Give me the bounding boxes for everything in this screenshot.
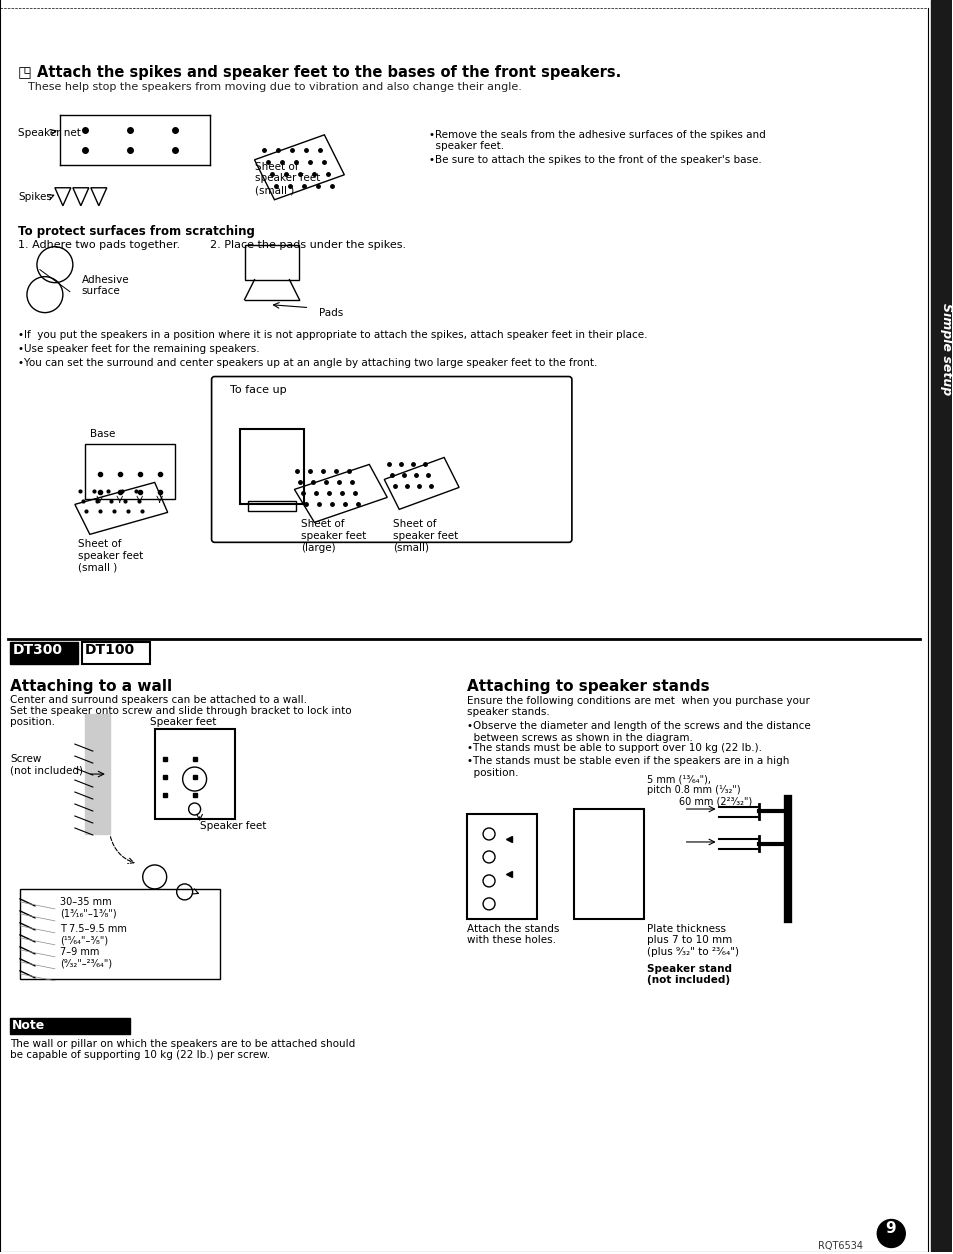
Bar — [930, 0, 951, 1253]
Text: To protect surfaces from scratching: To protect surfaces from scratching — [18, 224, 254, 238]
Text: Simple setup: Simple setup — [939, 303, 952, 396]
Text: Speaker stand
(not included): Speaker stand (not included) — [646, 964, 731, 986]
Text: DT100: DT100 — [85, 643, 134, 657]
Text: Sheet of
speaker feet
(small ): Sheet of speaker feet (small ) — [254, 162, 319, 196]
Text: DT300: DT300 — [13, 643, 63, 657]
Text: 30–35 mm
(1³⁄₁₆"–1³⁄₈"): 30–35 mm (1³⁄₁₆"–1³⁄₈") — [60, 897, 116, 918]
Text: RQT6534: RQT6534 — [818, 1241, 862, 1251]
Bar — [85, 444, 174, 499]
Text: ◳ Attach the spikes and speaker feet to the bases of the front speakers.: ◳ Attach the spikes and speaker feet to … — [18, 65, 620, 80]
Bar — [467, 814, 537, 919]
Text: 5 mm (¹³⁄₆₄"),: 5 mm (¹³⁄₆₄"), — [646, 774, 710, 784]
Text: Ensure the following conditions are met  when you purchase your: Ensure the following conditions are met … — [467, 696, 809, 706]
Text: Set the speaker onto screw and slide through bracket to lock into: Set the speaker onto screw and slide thr… — [10, 706, 352, 716]
Text: speaker stands.: speaker stands. — [467, 707, 549, 717]
Text: To face up: To face up — [230, 385, 286, 395]
Text: Center and surround speakers can be attached to a wall.: Center and surround speakers can be atta… — [10, 695, 307, 705]
Text: Speaker net: Speaker net — [18, 128, 81, 138]
Text: The wall or pillar on which the speakers are to be attached should
be capable of: The wall or pillar on which the speakers… — [10, 1038, 355, 1061]
Text: Speaker feet: Speaker feet — [199, 821, 266, 831]
Bar — [85, 714, 110, 834]
Bar — [10, 1018, 130, 1033]
Text: •Use speaker feet for the remaining speakers.: •Use speaker feet for the remaining spea… — [18, 344, 259, 354]
Text: 2. Place the pads under the spikes.: 2. Place the pads under the spikes. — [210, 240, 405, 250]
Text: •The stands must be able to support over 10 kg (22 lb.).: •The stands must be able to support over… — [467, 744, 761, 754]
Text: Screw
(not included): Screw (not included) — [10, 754, 83, 776]
Text: 9: 9 — [884, 1220, 895, 1235]
Bar — [247, 502, 296, 512]
Text: •Be sure to attach the spikes to the front of the speaker's base.: •Be sure to attach the spikes to the fro… — [429, 154, 761, 164]
Text: Sheet of
speaker feet
(small ): Sheet of speaker feet (small ) — [78, 539, 143, 573]
Bar — [574, 809, 643, 919]
Text: 60 mm (2²³⁄₃₂"): 60 mm (2²³⁄₃₂") — [678, 796, 751, 806]
Bar — [154, 729, 234, 819]
Text: Note: Note — [12, 1018, 45, 1032]
Text: Plate thickness
plus 7 to 10 mm
(plus ⁹⁄₃₂" to ²³⁄₆₄"): Plate thickness plus 7 to 10 mm (plus ⁹⁄… — [646, 924, 738, 957]
Text: These help stop the speakers from moving due to vibration and also change their : These help stop the speakers from moving… — [28, 82, 521, 92]
Text: pitch 0.8 mm (¹⁄₃₂"): pitch 0.8 mm (¹⁄₃₂") — [646, 785, 740, 795]
Text: •Remove the seals from the adhesive surfaces of the spikes and
  speaker feet.: •Remove the seals from the adhesive surf… — [429, 130, 765, 152]
Text: position.: position. — [10, 717, 55, 727]
Text: •Observe the diameter and length of the screws and the distance
  between screws: •Observe the diameter and length of the … — [467, 721, 810, 742]
Bar — [244, 245, 299, 280]
Text: Adhesive
surface: Adhesive surface — [82, 275, 130, 296]
Text: T 7.5–9.5 mm
(¹⁵⁄₆₄"–³⁄₈"): T 7.5–9.5 mm (¹⁵⁄₆₄"–³⁄₈") — [60, 924, 127, 946]
Text: •If  you put the speakers in a position where it is not appropriate to attach th: •If you put the speakers in a position w… — [18, 330, 647, 340]
Text: Pads: Pads — [319, 307, 343, 317]
Text: Spikes: Spikes — [18, 192, 51, 202]
Bar — [239, 429, 304, 504]
Text: Attaching to speaker stands: Attaching to speaker stands — [467, 680, 709, 695]
Circle shape — [877, 1219, 904, 1248]
Text: 7–9 mm
(⁹⁄₃₂"–²³⁄₆₄"): 7–9 mm (⁹⁄₃₂"–²³⁄₆₄") — [60, 947, 112, 968]
Text: Base: Base — [90, 429, 115, 439]
Bar — [10, 642, 78, 665]
Text: •You can set the surround and center speakers up at an angle by attaching two la: •You can set the surround and center spe… — [18, 357, 597, 367]
Bar — [82, 642, 150, 665]
Text: Attach the stands
with these holes.: Attach the stands with these holes. — [467, 924, 558, 946]
Text: •The stands must be stable even if the speakers are in a high
  position.: •The stands must be stable even if the s… — [467, 756, 789, 777]
Text: Sheet of
speaker feet
(large): Sheet of speaker feet (large) — [301, 519, 366, 553]
Bar — [20, 889, 219, 979]
Text: Sheet of
speaker feet
(small): Sheet of speaker feet (small) — [393, 519, 458, 553]
Text: Attaching to a wall: Attaching to a wall — [10, 680, 172, 695]
Text: Speaker feet: Speaker feet — [150, 717, 216, 727]
Text: 1. Adhere two pads together.: 1. Adhere two pads together. — [18, 240, 180, 250]
